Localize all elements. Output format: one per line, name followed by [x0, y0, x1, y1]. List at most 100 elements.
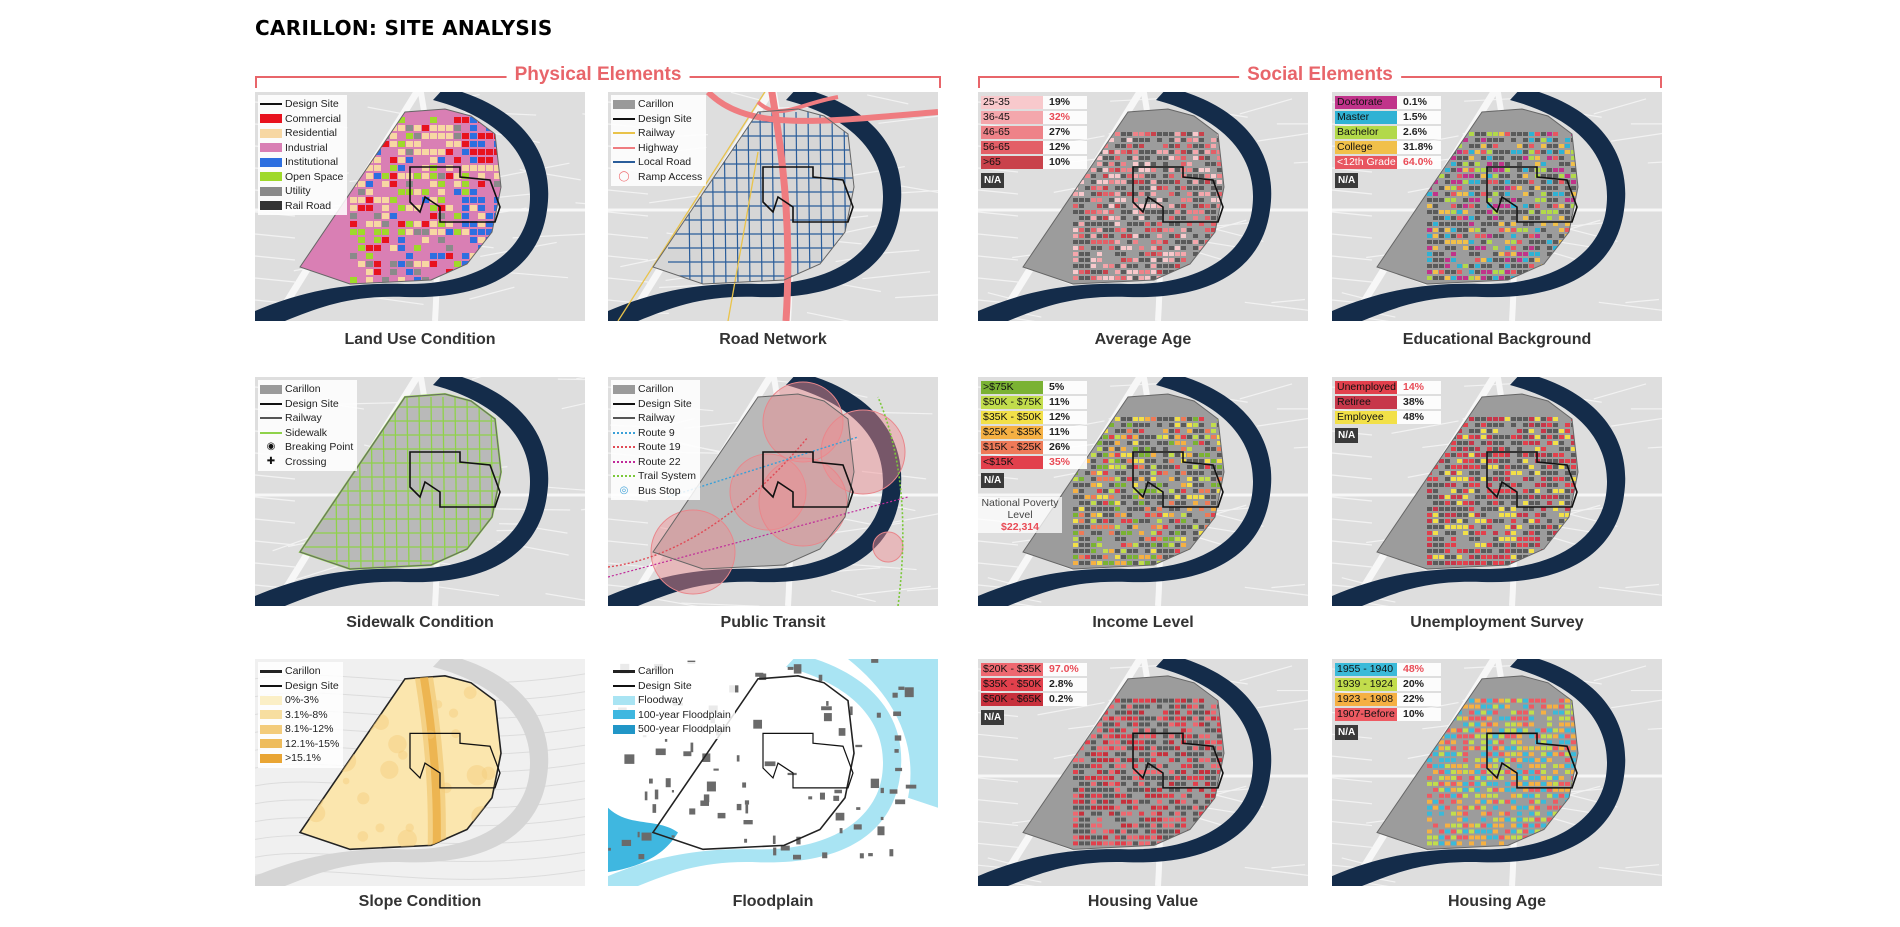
stat-value: 64.0% — [1397, 156, 1441, 169]
poverty-level-value: $22,314 — [1001, 521, 1039, 533]
legend-item: Sidewalk — [260, 426, 353, 441]
stat-row: Unemployed 14% — [1335, 380, 1441, 395]
legend-item: Railway — [613, 126, 702, 141]
legend-item: Rail Road — [260, 199, 343, 214]
panel-housing-age: 1955 - 1940 48% 1939 - 1924 20% 1923 - 1908 2… — [1332, 659, 1662, 886]
stat-legend: 25-35 19% 36-45 32% 46-65 27% 56-65 12% >65 10% N/… — [981, 95, 1087, 188]
stat-value: 0.1% — [1397, 96, 1441, 109]
legend-label: Local Road — [638, 156, 692, 169]
na-badge: N/A — [1335, 725, 1359, 740]
legend-line-swatch — [613, 669, 635, 673]
legend-label: Trail System — [638, 470, 696, 483]
carillon-boundary — [1022, 393, 1225, 570]
legend-swatch — [260, 695, 282, 705]
caption-road-network: Road Network — [719, 331, 827, 348]
legend-label: Design Site — [285, 98, 339, 111]
route-19 — [608, 436, 809, 568]
legend-item: Design Site — [613, 112, 702, 127]
stat-row: $15K - $25K 26% — [981, 440, 1087, 455]
map-legend: Carillon Design Site Railway Sidewalk ◉ Break… — [258, 380, 358, 471]
stat-row: $25K - $35K 11% — [981, 425, 1087, 440]
stat-category: $20K - $35K — [981, 663, 1043, 676]
legend-item: Design Site — [260, 397, 353, 412]
legend-label: Route 9 — [638, 426, 675, 439]
design-site-outline — [762, 451, 854, 508]
legend-item: Design Site — [613, 397, 696, 412]
ramp-access-icon: ◯ — [618, 170, 630, 182]
legend-label: Crossing — [285, 455, 327, 468]
legend-line-swatch — [260, 103, 282, 106]
legend-item: Residential — [260, 126, 343, 141]
legend-item: Carillon — [260, 664, 339, 679]
legend-label: Carillon — [285, 383, 321, 396]
na-badge: N/A — [981, 473, 1005, 488]
carillon-boundary — [651, 675, 855, 851]
legend-label: Railway — [638, 127, 675, 140]
stat-category: Retiree — [1335, 396, 1397, 409]
legend-swatch — [613, 710, 635, 720]
stat-row: College 31.8% — [1335, 140, 1441, 155]
stat-category: 1939 - 1924 — [1335, 678, 1397, 691]
legend-line-swatch — [613, 132, 635, 135]
legend-label: 3.1%-8% — [285, 708, 328, 721]
stat-value: 26% — [1043, 441, 1087, 454]
legend-item: ◯ Ramp Access — [613, 170, 702, 185]
panel-road-network: Carillon Design Site Railway Highway Local R… — [608, 92, 938, 321]
legend-swatch — [260, 710, 282, 720]
legend-item: >15.1% — [260, 751, 339, 766]
caption-slope-condition: Slope Condition — [358, 893, 482, 910]
stat-row: Doctorate 0.1% — [1335, 95, 1441, 110]
stat-category: Employee — [1335, 411, 1397, 424]
legend-line-swatch — [613, 161, 635, 164]
carillon-fill — [653, 109, 854, 284]
legend-label: Breaking Point — [285, 441, 354, 454]
slope-bands — [306, 675, 501, 850]
stat-value: 12% — [1043, 411, 1087, 424]
legend-label: Design Site — [285, 679, 339, 692]
caption-housing-age: Housing Age — [1447, 893, 1547, 910]
stat-legend: 1955 - 1940 48% 1939 - 1924 20% 1923 - 1908 2… — [1335, 662, 1441, 740]
legend-swatch — [260, 128, 282, 138]
social-elements-label: Social Elements — [1239, 64, 1401, 86]
legend-swatch — [260, 753, 282, 763]
map-graphic — [978, 92, 1308, 321]
legend-label: Design Site — [638, 397, 692, 410]
carillon-slope-fill — [298, 675, 502, 851]
highway-interchange — [705, 92, 938, 124]
stat-category: <$15K — [981, 456, 1043, 469]
legend-label: Utility — [285, 185, 311, 198]
bus-stop-buffer-3 — [758, 457, 848, 547]
legend-label: 100-year Floodplain — [638, 708, 731, 721]
legend-item: Open Space — [260, 170, 343, 185]
stat-row: $50K - $65K 0.2% — [981, 692, 1087, 707]
design-site-outline — [1132, 166, 1224, 223]
stat-row: 1955 - 1940 48% — [1335, 662, 1441, 677]
map-legend: Carillon Design Site 0%-3% 3.1%-8% 8.1%-12% 1… — [258, 662, 344, 768]
stat-row: <$15K 35% — [981, 455, 1087, 470]
legend-label: Industrial — [285, 141, 328, 154]
legend-item: 100-year Floodplain — [613, 708, 731, 723]
legend-swatch — [613, 695, 635, 705]
design-site-outline — [1132, 451, 1224, 508]
stat-row: Retiree 38% — [1335, 395, 1441, 410]
panel-educational-background: Doctorate 0.1% Master 1.5% Bachelor 2.6% Colle… — [1332, 92, 1662, 321]
carillon-boundary — [1376, 675, 1579, 850]
legend-label: Railway — [285, 412, 322, 425]
legend-dash-swatch — [613, 431, 635, 434]
stat-value: 1.5% — [1397, 111, 1441, 124]
stat-category: $25K - $35K — [981, 426, 1043, 439]
stat-category: >$75K — [981, 381, 1043, 394]
legend-item: ◉ Breaking Point — [260, 440, 354, 455]
physical-elements-header: Physical Elements — [255, 64, 941, 88]
legend-item: Carillon — [613, 97, 702, 112]
legend-item: Design Site — [260, 97, 343, 112]
legend-swatch — [260, 186, 282, 196]
caption-unemployment-survey: Unemployment Survey — [1410, 614, 1584, 631]
caption-educational-background: Educational Background — [1402, 331, 1592, 348]
stat-value: 27% — [1043, 126, 1087, 139]
caption-land-use: Land Use Condition — [344, 331, 496, 348]
stat-row: $50K - $75K 11% — [981, 395, 1087, 410]
stat-category: >65 — [981, 156, 1043, 169]
legend-label: Rail Road — [285, 199, 332, 212]
legend-label: 8.1%-12% — [285, 723, 334, 736]
